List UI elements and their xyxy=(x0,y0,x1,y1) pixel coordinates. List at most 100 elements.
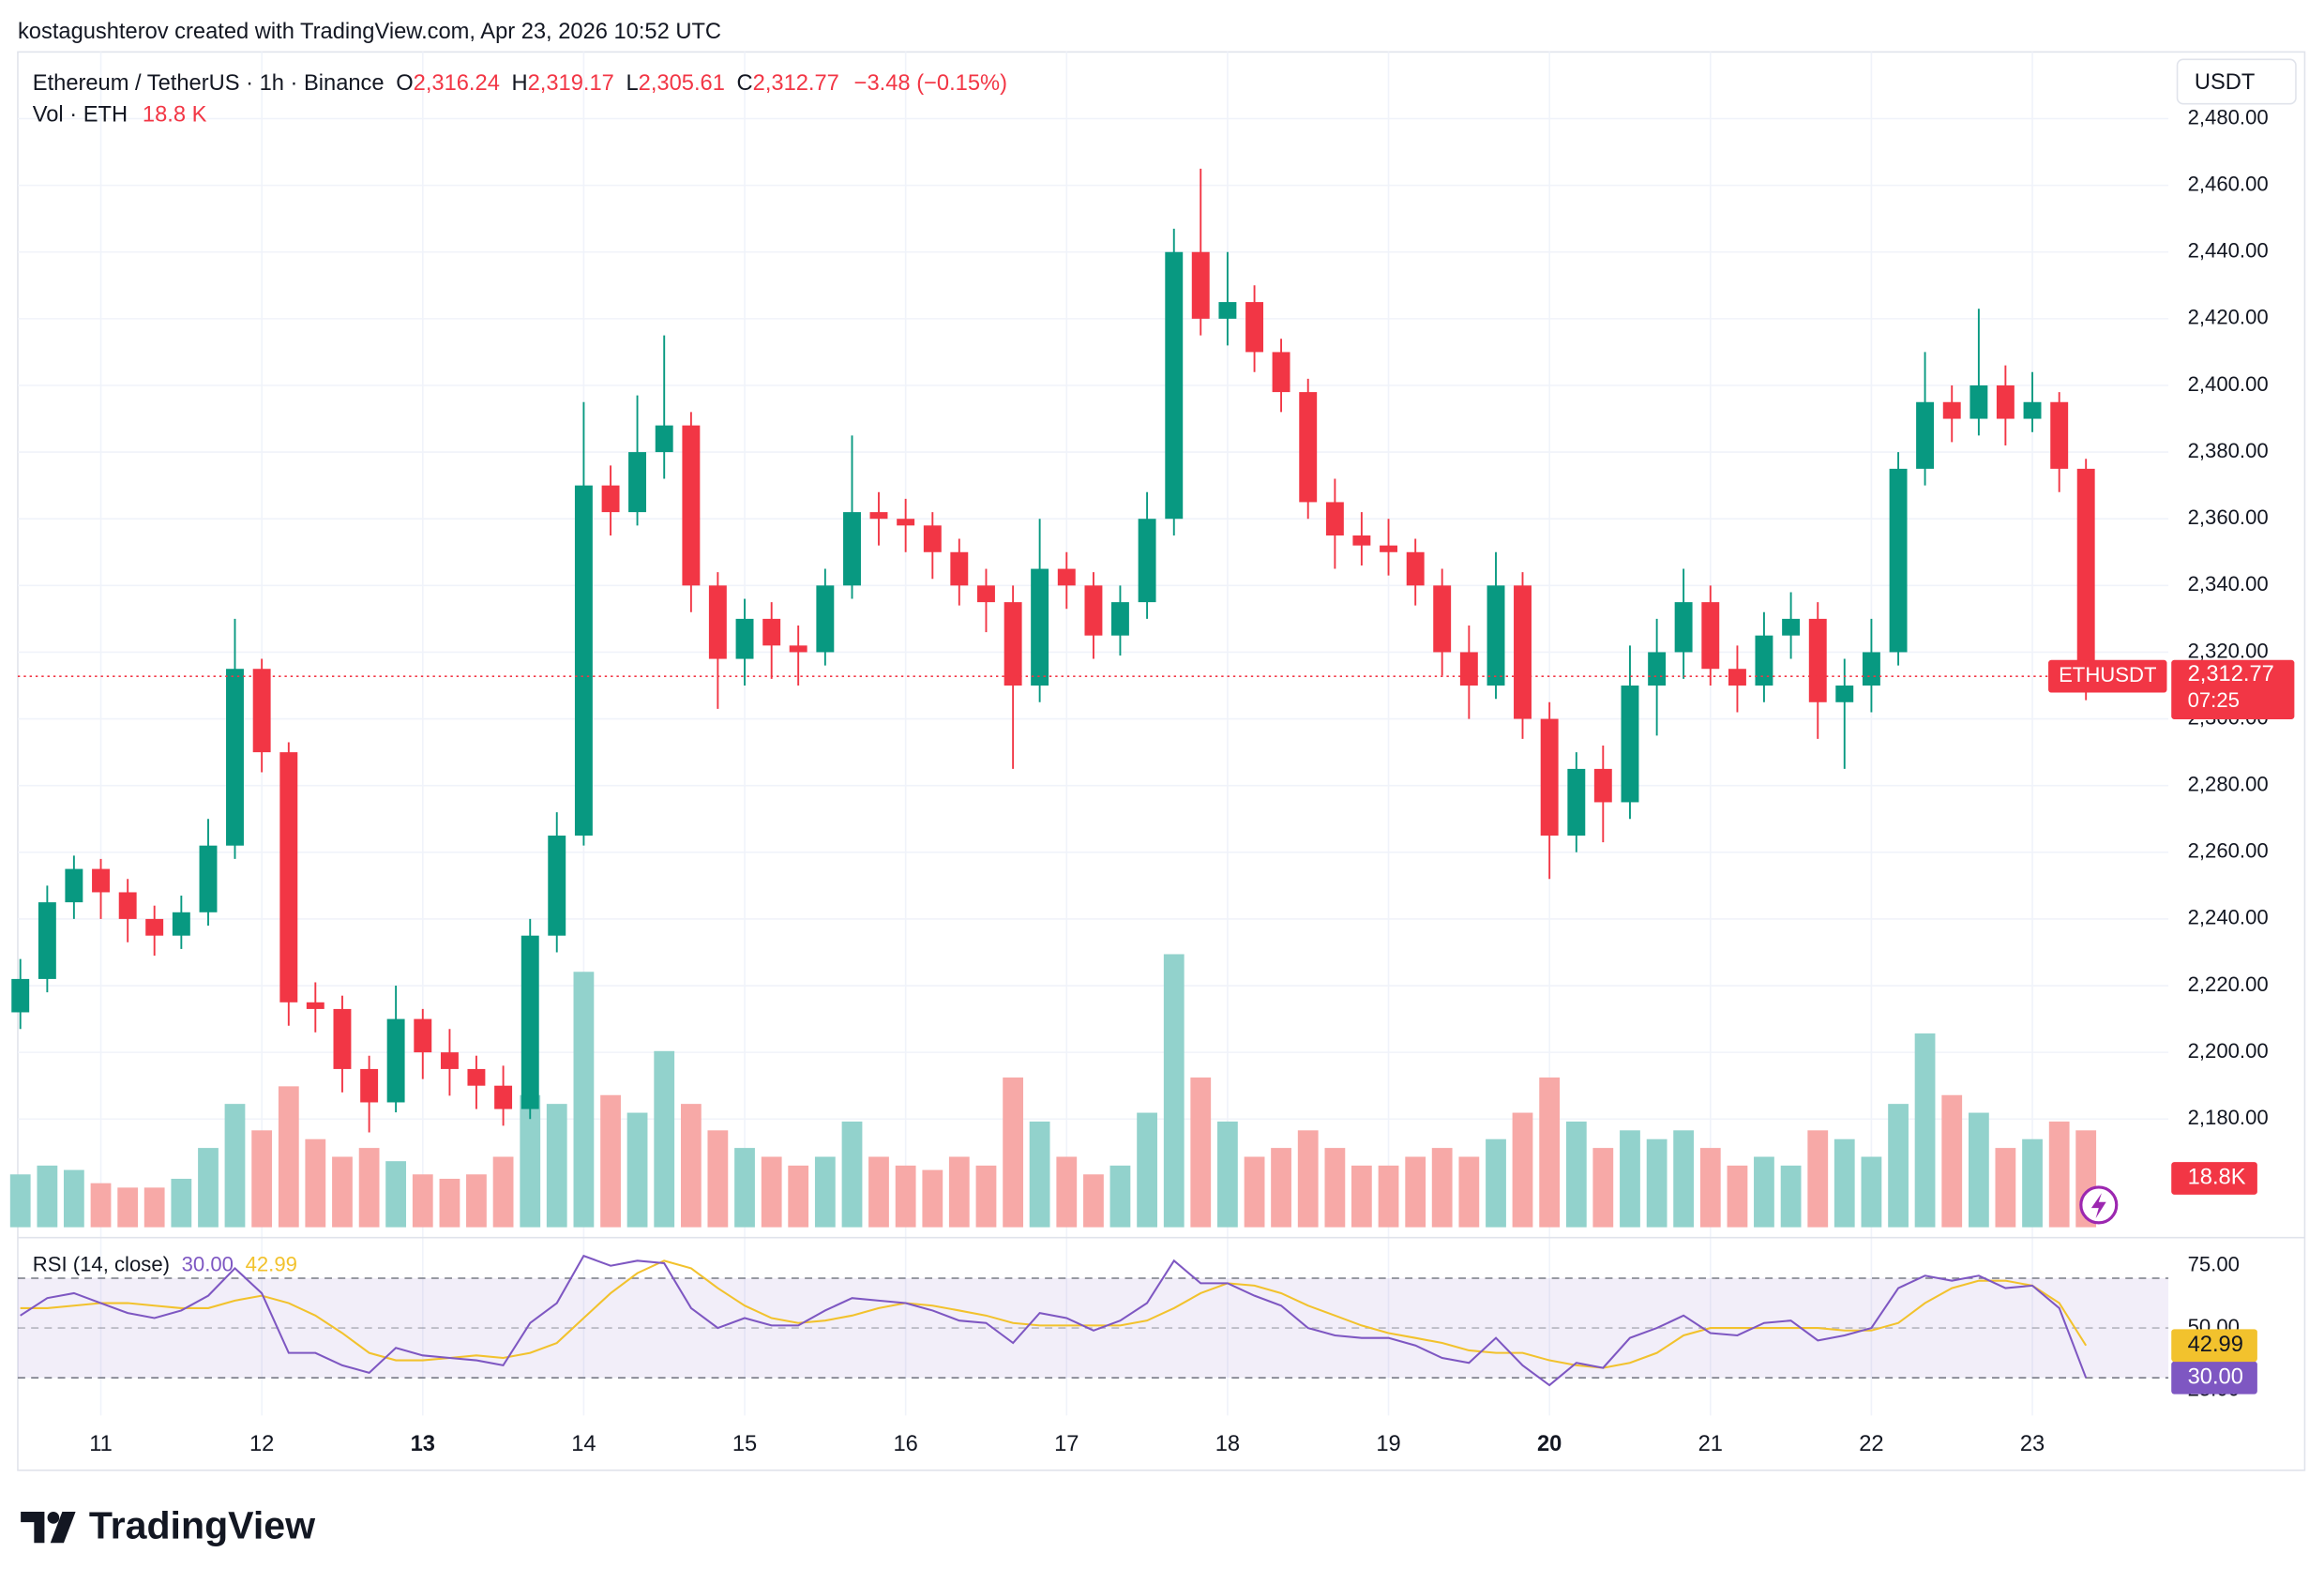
price-tag xyxy=(2171,659,2295,719)
volume-bar xyxy=(1565,1121,1587,1228)
rsi-line xyxy=(20,1254,2088,1387)
candle-body xyxy=(1540,718,1559,837)
volume-bar xyxy=(2048,1121,2070,1228)
candle-body xyxy=(1593,768,1612,803)
volume-bar xyxy=(1244,1156,1265,1228)
candle-body xyxy=(38,902,56,979)
candle-body xyxy=(1969,384,1988,419)
attribution: kostagushterov created with TradingView.… xyxy=(18,20,721,44)
volume-bar xyxy=(385,1161,407,1228)
candle-body xyxy=(306,1002,324,1009)
rsi-tag xyxy=(2171,1329,2257,1363)
y-tick-label: 2,280.00 xyxy=(2188,773,2269,796)
x-tick-label: 11 xyxy=(89,1432,113,1456)
volume-tag xyxy=(2171,1162,2257,1195)
volume-bar xyxy=(1807,1130,1829,1228)
volume-bar xyxy=(734,1148,755,1228)
volume-bar xyxy=(841,1121,863,1228)
volume-bar xyxy=(1995,1148,2016,1228)
volume-bar xyxy=(1458,1156,1480,1228)
volume-bar xyxy=(358,1148,380,1228)
x-tick-label: 21 xyxy=(1698,1432,1723,1456)
volume-bar xyxy=(1646,1138,1668,1228)
change: −3.48 (−0.15%) xyxy=(854,71,1007,96)
candle-body xyxy=(1138,519,1156,603)
candle-body xyxy=(682,425,701,586)
currency-button[interactable] xyxy=(2176,58,2297,105)
volume-bar xyxy=(90,1183,112,1228)
currency-label[interactable]: USDT xyxy=(2195,70,2255,95)
ohlc-value: 2,312.77 xyxy=(753,71,839,96)
brand-logo xyxy=(21,1512,76,1544)
symbol-tag-label: ETHUSDT xyxy=(2059,663,2156,686)
candle-body xyxy=(333,1008,352,1069)
countdown-label: 07:25 xyxy=(2188,688,2240,712)
alert-icon xyxy=(2090,1193,2106,1219)
candle-body xyxy=(1031,568,1049,686)
candle-body xyxy=(1782,618,1801,636)
rsi-tag-label: 42.99 xyxy=(2188,1333,2243,1357)
y-tick-label: 2,220.00 xyxy=(2188,972,2269,996)
candle-body xyxy=(1755,635,1773,686)
candle-body xyxy=(548,836,566,936)
volume-bar xyxy=(198,1148,219,1228)
candle-body xyxy=(843,512,861,586)
candle-body xyxy=(65,868,83,903)
y-tick-label: 2,420.00 xyxy=(2188,306,2269,329)
volume-bar xyxy=(1861,1156,1882,1228)
candle-body xyxy=(1245,302,1264,353)
chart-frame xyxy=(17,51,2306,1471)
volume-bar xyxy=(1888,1104,1909,1228)
candle-body xyxy=(11,978,30,1013)
volume-bar xyxy=(1137,1112,1157,1228)
candle-body xyxy=(1084,585,1103,636)
candle-body xyxy=(1486,585,1505,686)
logo-part xyxy=(47,1512,60,1524)
candle-body xyxy=(92,868,110,893)
volume-bar xyxy=(1405,1156,1426,1228)
ohlc-value: 2,316.24 xyxy=(414,71,500,96)
ohlc-key: L xyxy=(626,71,638,96)
volume-bar xyxy=(600,1094,621,1228)
y-tick-label: 2,480.00 xyxy=(2188,105,2269,128)
candle-body xyxy=(1862,652,1880,686)
candle-body xyxy=(1835,686,1854,702)
candle-body xyxy=(414,1018,432,1053)
volume-bar xyxy=(895,1165,916,1228)
ohlc-key: C xyxy=(737,71,753,96)
volume-bar xyxy=(466,1174,487,1228)
candle-body xyxy=(1325,502,1344,535)
volume-bar xyxy=(1699,1148,1721,1228)
volume-bar xyxy=(1780,1165,1802,1228)
candle-body xyxy=(1916,401,1935,469)
volume-bar xyxy=(573,972,595,1228)
candle-body xyxy=(1621,686,1639,803)
candle-body xyxy=(735,618,754,659)
candle-body xyxy=(1380,545,1397,552)
x-tick-label: 18 xyxy=(1215,1432,1240,1456)
candle-body xyxy=(2050,401,2069,469)
volume-bar xyxy=(1727,1165,1748,1228)
candle-body xyxy=(199,845,218,912)
volume-layer xyxy=(9,954,2097,1228)
candle-body xyxy=(1191,251,1210,319)
candle-body xyxy=(1433,585,1452,653)
volume-bar xyxy=(1754,1156,1774,1228)
volume-bar xyxy=(948,1156,970,1228)
y-tick-label: 2,200.00 xyxy=(2188,1039,2269,1063)
volume-bar xyxy=(654,1050,675,1228)
volume-bar xyxy=(1431,1148,1453,1228)
rsi-value: 30.00 xyxy=(182,1253,234,1276)
candle-body xyxy=(145,918,164,936)
y-tick-label: 2,360.00 xyxy=(2188,505,2269,529)
x-tick-label: 15 xyxy=(732,1432,757,1456)
candle-body xyxy=(1996,384,2015,419)
volume-bar xyxy=(868,1156,889,1228)
candle-body xyxy=(897,519,915,526)
volume-bar xyxy=(1271,1148,1291,1228)
volume-bar xyxy=(1620,1130,1640,1228)
volume-bar xyxy=(439,1178,460,1228)
candle-body xyxy=(762,618,781,646)
